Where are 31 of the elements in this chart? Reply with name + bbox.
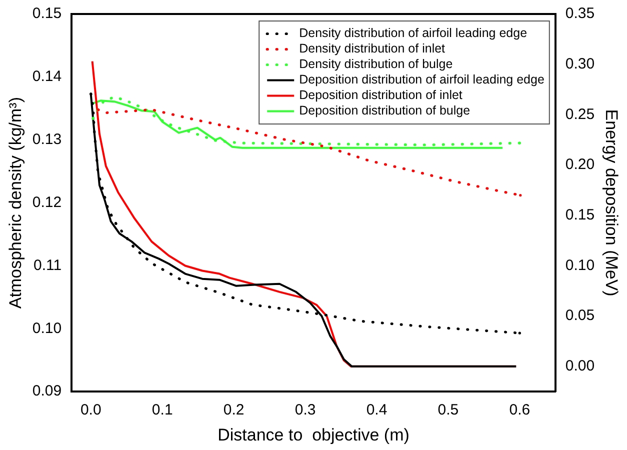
legend-label: Density distribution of inlet [299, 42, 446, 56]
y2-tick-label: 0.25 [565, 106, 595, 123]
y-tick-label: 0.12 [32, 194, 62, 211]
legend-label: Deposition distribution of bulge [299, 104, 470, 118]
y2-tick-label: 0.00 [565, 358, 595, 375]
legend-label: Deposition distribution of inlet [299, 88, 463, 102]
x-tick-label: 0.5 [438, 402, 459, 419]
y2-tick-label: 0.20 [565, 156, 595, 174]
y-tick-label: 0.15 [32, 5, 62, 22]
x-tick-label: 0.2 [223, 402, 244, 419]
y-tick-label: 0.13 [32, 131, 62, 148]
x-tick-label: 0.1 [152, 402, 173, 419]
x-tick-label: 0.0 [80, 402, 102, 419]
legend-label: Density distribution of bulge [299, 57, 453, 72]
y2-tick-label: 0.30 [565, 55, 595, 72]
legend-label: Density distribution of airfoil leading edge [299, 26, 528, 40]
x-tick-label: 0.6 [509, 402, 530, 419]
y2-tick-label: 0.35 [565, 5, 595, 22]
y-axis-title: Atmospheric density (kg/m³) [6, 96, 25, 309]
y2-axis-title: Energy deposition (MeV) [602, 109, 622, 296]
legend-label: Deposition distribution of airfoil leading edge [299, 72, 544, 87]
y-tick-label: 0.14 [32, 68, 62, 86]
y2-tick-label: 0.15 [565, 206, 595, 224]
x-axis-title: Distance to objective (m) [218, 425, 410, 444]
y-tick-label: 0.10 [32, 320, 62, 337]
y2-tick-label: 0.10 [565, 256, 595, 274]
x-tick-label: 0.3 [294, 402, 316, 419]
x-tick-label: 0.4 [366, 402, 388, 419]
y-tick-label: 0.09 [32, 382, 62, 400]
y-tick-label: 0.11 [34, 256, 62, 274]
y2-tick-label: 0.05 [565, 307, 595, 324]
